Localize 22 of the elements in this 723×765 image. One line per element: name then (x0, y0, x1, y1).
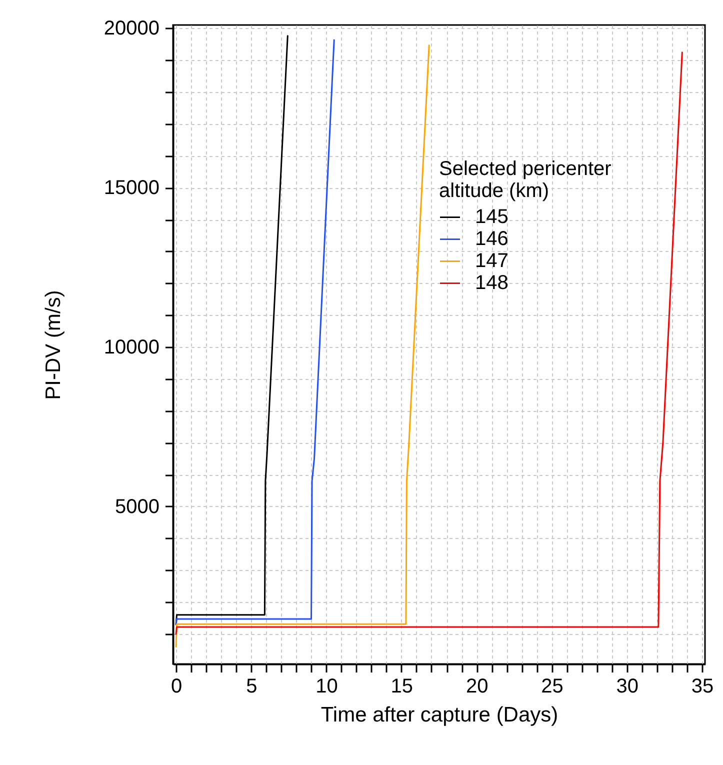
x-tick-label: 30 (616, 676, 638, 698)
x-tick-label: 20 (466, 676, 488, 698)
y-tick-label: 10000 (104, 336, 160, 359)
y-tick-label: 15000 (104, 177, 160, 200)
x-tick-label: 0 (170, 676, 182, 698)
x-axis-title: Time after capture (Days) (320, 704, 558, 726)
legend-label: 147 (475, 250, 508, 272)
x-tick-label: 15 (390, 676, 414, 698)
legend-label: 146 (475, 228, 508, 250)
legend-label: 148 (475, 272, 508, 294)
line-series (175, 44, 430, 648)
y-tick-label: 5000 (115, 496, 160, 518)
x-tick-label: 25 (541, 676, 564, 698)
x-tick-label: 35 (691, 676, 714, 698)
legend-label: 145 (475, 206, 508, 228)
line-series (175, 52, 683, 635)
legend-title: Selected pericenter altitude (km) (439, 158, 612, 202)
y-tick-label: 20000 (104, 18, 160, 40)
x-tick-label: 10 (316, 676, 338, 698)
x-tick-label: 5 (246, 676, 258, 698)
y-axis-title: PI-DV (m/s) (42, 290, 65, 400)
line-series (175, 39, 335, 626)
